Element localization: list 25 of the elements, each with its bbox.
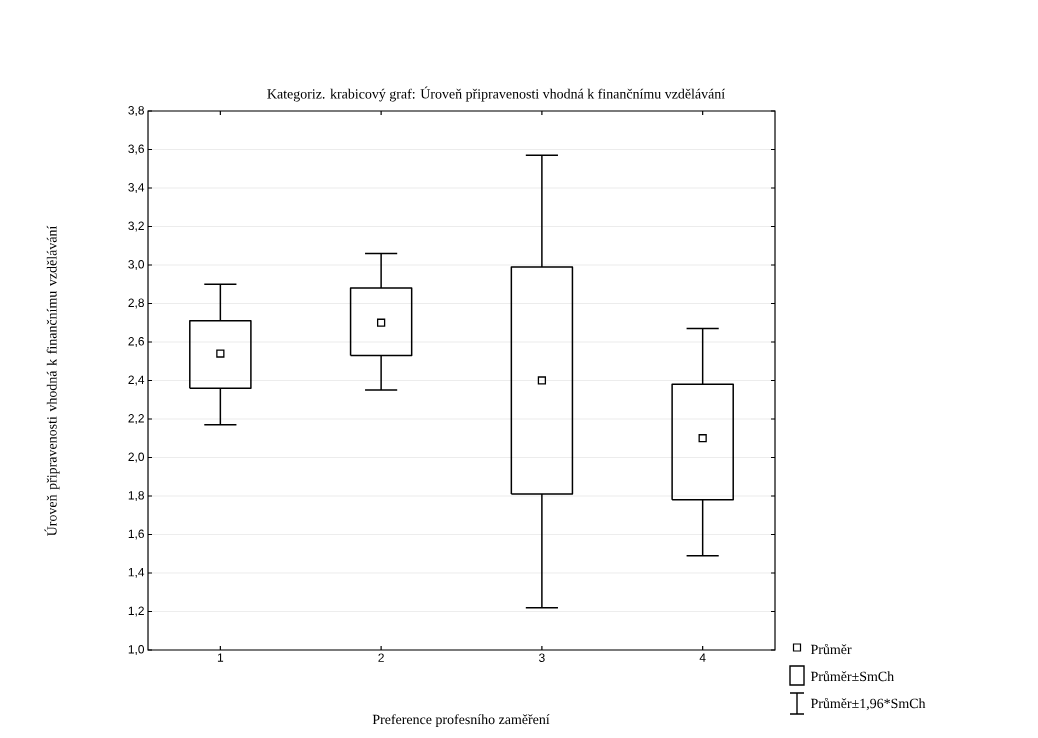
y-tick-label: 3,4 — [128, 183, 145, 193]
x-tick-label: 4 — [699, 653, 706, 662]
y-tick-label: 1,0 — [128, 645, 145, 655]
y-tick-label: 3,0 — [128, 260, 145, 270]
y-tick-label: 3,2 — [128, 221, 144, 232]
y-tick-label: 1,2 — [128, 606, 144, 617]
y-tick-label: 2,4 — [128, 375, 145, 386]
y-tick-label: 3,8 — [128, 106, 144, 116]
x-tick-label: 2 — [378, 653, 384, 662]
y-tick-label: 1,4 — [128, 568, 145, 578]
text: Průměr±SmCh — [810, 670, 894, 682]
y-tick-label: 3,6 — [128, 144, 144, 155]
y-tick-label: 2,2 — [128, 414, 144, 424]
y-tick-label: 1,8 — [128, 491, 144, 501]
y-tick-label: 2,6 — [128, 337, 144, 347]
y-tick-label: 2,0 — [128, 452, 145, 463]
y-tick-label: 2,8 — [128, 298, 144, 309]
y-axis-title: Úroveň připravenosti vhodná k finančnímu vzdělávání — [44, 225, 60, 537]
x-tick-label: 1 — [217, 653, 224, 662]
x-tick-label: 3 — [539, 653, 545, 662]
y-tick-label: 1,6 — [128, 529, 144, 540]
text: Průměr — [810, 643, 852, 655]
text: Průměr±1,96*SmCh — [810, 697, 926, 711]
chart-title: Kategoriz. krabicový graf: Úroveň připravenosti vhodná k finančnímu vzdělávání — [267, 86, 725, 102]
x-axis-title: Preference profesního zaměření — [372, 714, 550, 727]
